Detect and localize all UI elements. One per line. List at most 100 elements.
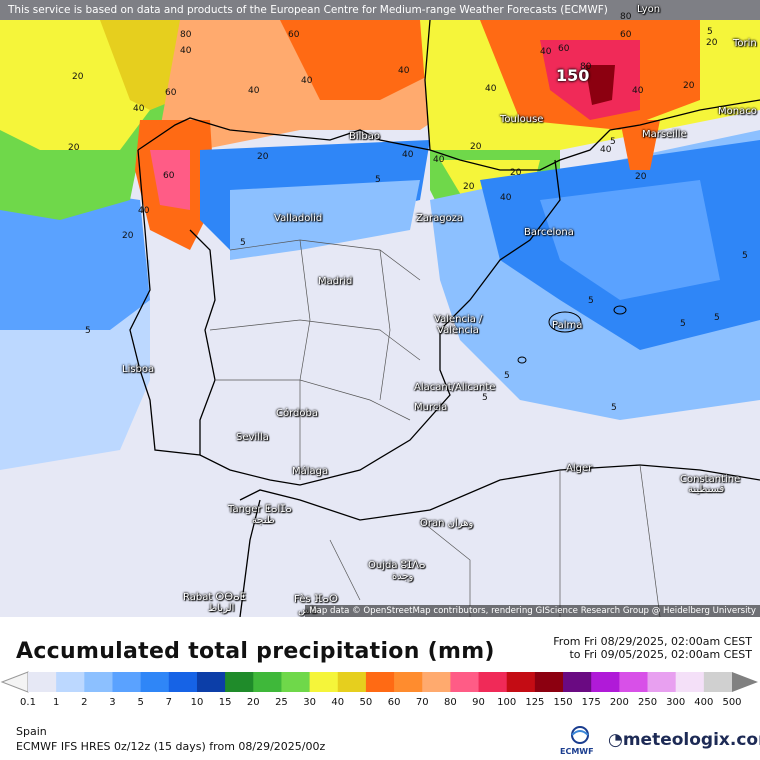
scale-tick-label: 0.1 xyxy=(20,697,36,708)
city-label: Fès ⴼⴰⵙ xyxy=(294,594,338,605)
scale-tick-label: 90 xyxy=(472,697,485,708)
scale-color-bin xyxy=(450,672,480,692)
city-label: Valencia / xyxy=(434,314,483,325)
contour-value-label: 80 xyxy=(580,62,592,72)
scale-color-bin xyxy=(591,672,620,692)
scale-max-arrow xyxy=(732,672,758,692)
city-label: Lisboa xyxy=(122,364,155,375)
contour-value-label: 80 xyxy=(180,30,192,40)
city-label: قسنطينة xyxy=(688,484,725,495)
contour-value-label: 20 xyxy=(257,152,269,162)
city-label: Madrid xyxy=(318,276,353,287)
scale-tick-label: 25 xyxy=(275,697,288,708)
scale-color-bin xyxy=(253,672,282,692)
contour-value-label: 40 xyxy=(402,150,414,160)
scale-color-bin xyxy=(365,672,395,692)
contour-value-label: 40 xyxy=(433,155,445,165)
scale-tick-label: 30 xyxy=(303,697,316,708)
period-from: From Fri 08/29/2025, 02:00am CEST xyxy=(553,635,752,648)
scale-tick-label: 250 xyxy=(637,697,658,708)
contour-value-label: 5 xyxy=(610,137,616,147)
scale-tick-label: 175 xyxy=(581,697,601,708)
contour-value-label: 40 xyxy=(138,206,150,216)
contour-value-label: 5 xyxy=(680,319,686,329)
scale-tick-label: 200 xyxy=(609,697,629,708)
ecmwf-logo-icon xyxy=(571,726,589,744)
contour-value-label: 5 xyxy=(611,403,617,413)
city-label: Sevilla xyxy=(236,432,269,443)
scale-color-bin xyxy=(112,672,142,692)
contour-value-label: 5 xyxy=(714,313,720,323)
region-label: Spain xyxy=(16,725,47,738)
city-label: Palma xyxy=(552,320,583,331)
period-to: to Fri 09/05/2025, 02:00am CEST xyxy=(569,648,752,661)
city-label: València xyxy=(437,325,479,336)
contour-value-label: 5 xyxy=(588,296,594,306)
ecmwf-label: ECMWF xyxy=(560,747,594,756)
scale-tick-label: 400 xyxy=(694,697,714,708)
city-label: Tanger ⵟⴰⵏⵊⴰ xyxy=(228,504,292,515)
contour-value-label: 20 xyxy=(122,231,134,241)
city-label: Zaragoza xyxy=(416,213,464,224)
scale-color-bin xyxy=(56,672,85,692)
scale-color-bin xyxy=(225,672,254,692)
scale-color-bin xyxy=(703,672,733,692)
color-scale-bar xyxy=(0,671,758,693)
city-label: Valladolid xyxy=(274,213,323,224)
contour-value-label: 5 xyxy=(85,326,91,336)
contour-value-label: 40 xyxy=(301,76,313,86)
contour-value-label: 20 xyxy=(68,143,80,153)
city-label: Constantine xyxy=(680,474,741,485)
scale-color-bin xyxy=(281,672,311,692)
peak-label: 150 xyxy=(556,66,590,85)
scale-color-bin xyxy=(422,672,451,692)
contour-value-label: 20 xyxy=(706,38,718,48)
scale-tick-label: 70 xyxy=(415,697,429,708)
scale-color-bin xyxy=(394,672,423,692)
scale-tick-label: 125 xyxy=(525,697,545,708)
scale-color-bin xyxy=(647,672,677,692)
model-info: ECMWF IFS HRES 0z/12z (15 days) from 08/… xyxy=(16,740,326,753)
contour-value-label: 60 xyxy=(620,30,632,40)
city-label: Málaga xyxy=(292,466,329,477)
precipitation-map[interactable]: This service is based on data and produc… xyxy=(0,0,760,617)
scale-tick-label: 15 xyxy=(218,697,232,708)
scale-tick-label: 100 xyxy=(497,697,517,708)
scale-tick-label: 10 xyxy=(190,697,204,708)
scale-color-bin xyxy=(28,672,57,692)
contour-value-label: 20 xyxy=(470,142,482,152)
contour-value-label: 60 xyxy=(165,88,177,98)
scale-color-bin xyxy=(84,672,113,692)
scale-color-bin xyxy=(506,672,536,692)
scale-tick-label: 1 xyxy=(52,697,60,708)
city-label: Alger xyxy=(566,463,593,474)
contour-value-label: 40 xyxy=(500,193,512,203)
forecast-period: From Fri 08/29/2025, 02:00am CEST to Fri… xyxy=(553,635,752,661)
scale-tick-label: 80 xyxy=(444,697,457,708)
city-label: Oujda ⵓⵊⴷⴰ xyxy=(368,560,426,571)
contour-value-label: 5 xyxy=(504,371,510,381)
ecmwf-notice: This service is based on data and produc… xyxy=(0,0,760,20)
scale-tick-label: 150 xyxy=(553,697,573,708)
contour-value-label: 5 xyxy=(240,238,246,248)
city-label: Marseille xyxy=(642,129,687,140)
contour-value-label: 80 xyxy=(620,12,632,22)
city-label: طنجة xyxy=(252,515,275,526)
contour-value-label: 60 xyxy=(558,44,570,54)
city-label: وجدة xyxy=(392,571,414,582)
contour-value-label: 40 xyxy=(485,84,497,94)
city-label: Córdoba xyxy=(276,408,318,419)
scale-color-bin xyxy=(140,672,170,692)
scale-tick-label: 2 xyxy=(81,697,88,708)
meteologix-logo-icon: ◔ xyxy=(608,730,623,750)
contour-value-label: 5 xyxy=(375,175,381,185)
contour-value-label: 60 xyxy=(163,171,175,181)
scale-color-bin xyxy=(563,672,592,692)
meteologix-brand[interactable]: ◔meteologix.com xyxy=(608,730,760,750)
contour-value-label: 5 xyxy=(482,393,488,403)
contour-value-label: 20 xyxy=(72,72,84,82)
city-label: Murcia xyxy=(414,402,448,413)
contour-value-label: 20 xyxy=(635,172,647,182)
scale-tick-label: 500 xyxy=(722,697,742,708)
scale-tick-label: 300 xyxy=(666,697,686,708)
